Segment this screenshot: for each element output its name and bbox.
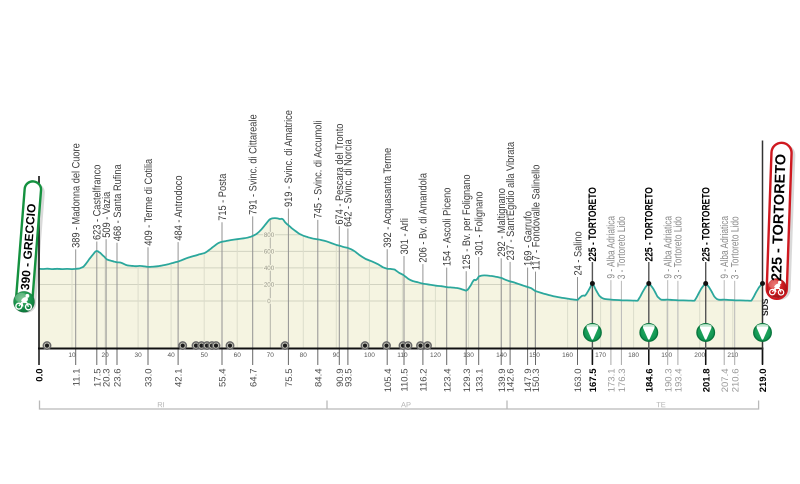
svg-text:225 - TORTORETO: 225 - TORTORETO [769,154,789,282]
svg-text:180: 180 [628,352,639,359]
svg-text:133.1: 133.1 [474,369,485,393]
svg-text:110: 110 [397,352,408,359]
svg-text:225 - TORTORETO: 225 - TORTORETO [701,187,713,262]
svg-text:0.0: 0.0 [35,369,46,382]
svg-text:674 - Pescara del Tronto: 674 - Pescara del Tronto [334,123,346,224]
svg-text:130: 130 [463,352,474,359]
svg-text:301 - Folignano: 301 - Folignano [474,191,486,255]
svg-text:30: 30 [134,352,142,359]
svg-text:160: 160 [562,352,573,359]
svg-text:90.9: 90.9 [335,369,346,388]
svg-text:42.1: 42.1 [174,369,185,388]
svg-text:623 - Castelfranco: 623 - Castelfranco [92,164,104,240]
svg-text:75.5: 75.5 [284,369,295,388]
svg-text:200: 200 [264,282,275,289]
svg-text:117 - Fondovalle Salinello: 117 - Fondovalle Salinello [531,164,543,270]
svg-text:201.8: 201.8 [701,369,712,393]
svg-text:301 - Arli: 301 - Arli [399,218,411,254]
svg-text:9 - Alba Adriatica: 9 - Alba Adriatica [719,215,731,278]
svg-text:219.0: 219.0 [758,369,769,393]
svg-text:20: 20 [101,352,109,359]
svg-text:390 - GRECCIO: 390 - GRECCIO [18,203,39,291]
svg-text:129.3: 129.3 [462,369,473,393]
svg-text:176.3: 176.3 [617,369,628,393]
svg-text:150.3: 150.3 [531,369,542,393]
svg-text:292 - Maltignano: 292 - Maltignano [496,188,508,257]
svg-text:80: 80 [300,352,308,359]
svg-text:3 - Tortoreto Lido: 3 - Tortoreto Lido [673,216,685,279]
svg-text:33.0: 33.0 [144,369,155,388]
svg-text:11.1: 11.1 [71,369,82,387]
svg-text:237 - Sant'Egidio alla Vibrata: 237 - Sant'Egidio alla Vibrata [505,142,517,261]
svg-text:9 - Alba Adriatica: 9 - Alba Adriatica [662,215,674,278]
svg-text:9 - Alba Adriatica: 9 - Alba Adriatica [606,215,618,278]
svg-text:116.2: 116.2 [419,369,430,392]
svg-text:154 - Ascoli Piceno: 154 - Ascoli Piceno [442,187,454,266]
svg-text:17.5: 17.5 [92,369,103,388]
svg-text:389 - Madonna del Cuore: 389 - Madonna del Cuore [71,143,83,248]
svg-text:60: 60 [234,352,242,359]
svg-text:484 - Antrodoco: 484 - Antrodoco [173,175,185,240]
svg-text:147.9: 147.9 [523,369,534,393]
svg-text:142.6: 142.6 [506,369,517,393]
svg-text:123.4: 123.4 [442,369,453,393]
svg-text:642 - Svinc. di Norcia: 642 - Svinc. di Norcia [343,139,355,227]
svg-text:3 - Tortoreto Lido: 3 - Tortoreto Lido [616,216,628,279]
svg-text:3 - Tortoreto Lido: 3 - Tortoreto Lido [729,216,741,279]
svg-text:919 - Svinc. di Amatrice: 919 - Svinc. di Amatrice [284,110,296,207]
svg-text:193.4: 193.4 [674,369,685,393]
svg-text:163.0: 163.0 [573,369,584,393]
svg-text:207.4: 207.4 [720,369,731,393]
svg-text:125 - Bv. per Folignano: 125 - Bv. per Folignano [461,174,473,270]
svg-text:791 - Svinc. di Cittareale: 791 - Svinc. di Cittareale [248,114,260,215]
svg-text:715 - Posta: 715 - Posta [217,173,229,221]
svg-text:20.3: 20.3 [102,369,113,388]
svg-text:64.7: 64.7 [248,369,259,388]
svg-text:392 - Acquasanta Terme: 392 - Acquasanta Terme [382,148,394,248]
svg-text:206 - Bv. di Amandola: 206 - Bv. di Amandola [418,173,430,263]
svg-text:TE: TE [656,400,666,409]
svg-text:10: 10 [68,352,76,359]
svg-text:105.4: 105.4 [383,369,394,393]
svg-text:184.6: 184.6 [644,369,655,393]
svg-text:50: 50 [201,352,209,359]
svg-text:100: 100 [364,352,375,359]
svg-text:167.5: 167.5 [588,368,599,392]
svg-text:40: 40 [167,352,175,359]
svg-text:150: 150 [529,352,540,359]
svg-text:200: 200 [694,352,705,359]
svg-text:139.9: 139.9 [497,369,508,393]
svg-text:468 - Santa Rufina: 468 - Santa Rufina [112,164,124,241]
svg-text:409 - Terme di Cotilia: 409 - Terme di Cotilia [143,158,155,245]
svg-text:110.5: 110.5 [400,369,411,392]
svg-text:120: 120 [430,352,441,359]
svg-text:509 - Vazia: 509 - Vazia [101,191,113,237]
svg-text:SDS: SDS [760,298,770,316]
svg-text:0: 0 [267,298,271,305]
svg-text:210.6: 210.6 [730,369,741,393]
svg-text:173.1: 173.1 [607,369,618,393]
svg-text:190.3: 190.3 [663,369,674,393]
svg-text:210: 210 [727,352,738,359]
svg-text:190: 190 [661,352,672,359]
svg-text:170: 170 [595,352,606,359]
svg-text:400: 400 [264,265,275,272]
svg-text:55.4: 55.4 [218,369,229,388]
svg-text:AP: AP [401,400,411,409]
svg-text:RI: RI [157,400,165,409]
svg-text:70: 70 [267,352,275,359]
svg-text:600: 600 [264,248,275,255]
svg-text:84.4: 84.4 [313,369,324,388]
svg-text:90: 90 [333,352,341,359]
svg-text:169 - Garrufo: 169 - Garrufo [523,211,535,266]
svg-text:24 - Salino: 24 - Salino [573,231,585,275]
svg-text:800: 800 [264,232,275,239]
svg-text:225 - TORTORETO: 225 - TORTORETO [587,187,599,262]
svg-text:225 - TORTORETO: 225 - TORTORETO [644,187,656,262]
svg-text:93.5: 93.5 [344,369,355,388]
svg-text:745 - Svinc. di Accumoli: 745 - Svinc. di Accumoli [313,120,325,218]
svg-text:23.6: 23.6 [113,369,124,388]
